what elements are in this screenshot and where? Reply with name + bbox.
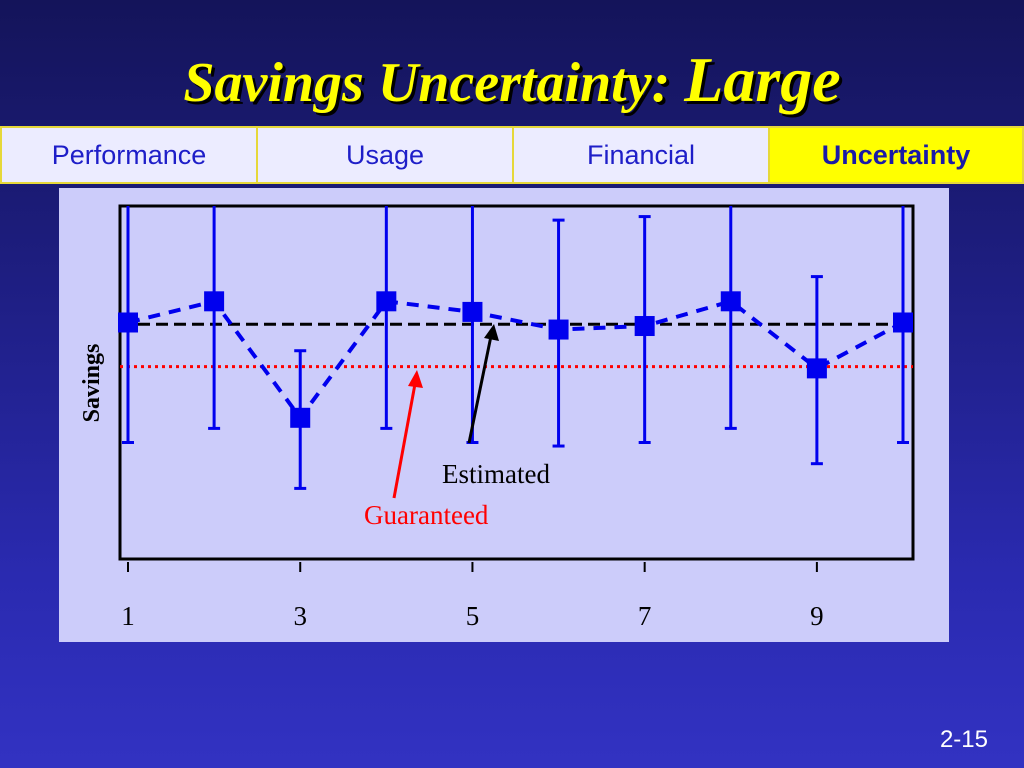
x-tick-label-7: 7 (638, 601, 652, 631)
chart-panel: 1 3 5 7 9 Savings Estimated Guaranteed (59, 188, 949, 642)
x-tick-label-9: 9 (810, 601, 824, 631)
data-point (720, 291, 741, 312)
y-axis-label: Savings (79, 344, 105, 423)
estimated-arrow (467, 335, 493, 444)
series-line (127, 299, 904, 422)
data-point (290, 407, 311, 428)
data-point (462, 301, 483, 322)
data-point (806, 358, 827, 379)
estimated-arrowhead (484, 324, 499, 341)
data-point (204, 291, 225, 312)
guaranteed-label: Guaranteed (364, 500, 489, 530)
data-point (376, 291, 397, 312)
annotations: Savings Estimated Guaranteed (79, 324, 550, 530)
slide-title-main: Savings Uncertainty: (183, 52, 671, 114)
data-point (118, 312, 138, 333)
data-series (118, 206, 913, 490)
data-point (634, 316, 655, 337)
tab-financial[interactable]: Financial (514, 128, 770, 182)
slide-title: Savings Uncertainty: Large (0, 40, 1024, 123)
slide-number: 2-15 (939, 726, 988, 753)
data-point (548, 319, 569, 340)
reference-lines (120, 322, 913, 369)
slide-title-emphasis: Large (684, 44, 841, 115)
estimated-label: Estimated (442, 459, 550, 489)
tab-usage[interactable]: Usage (258, 128, 514, 182)
data-point (893, 312, 913, 333)
savings-chart: 1 3 5 7 9 Savings Estimated Guaranteed (79, 204, 915, 631)
x-axis: 1 3 5 7 9 (121, 562, 824, 631)
plot-frame (118, 204, 915, 561)
tab-bar: Performance Usage Financial Uncertainty (0, 126, 1024, 184)
guaranteed-arrowhead (408, 370, 423, 388)
x-tick-label-3: 3 (293, 601, 307, 631)
x-tick-label-5: 5 (466, 601, 480, 631)
tab-performance[interactable]: Performance (2, 128, 258, 182)
x-tick-label-1: 1 (121, 601, 135, 631)
guaranteed-arrow (392, 383, 417, 499)
tab-uncertainty[interactable]: Uncertainty (770, 128, 1022, 182)
